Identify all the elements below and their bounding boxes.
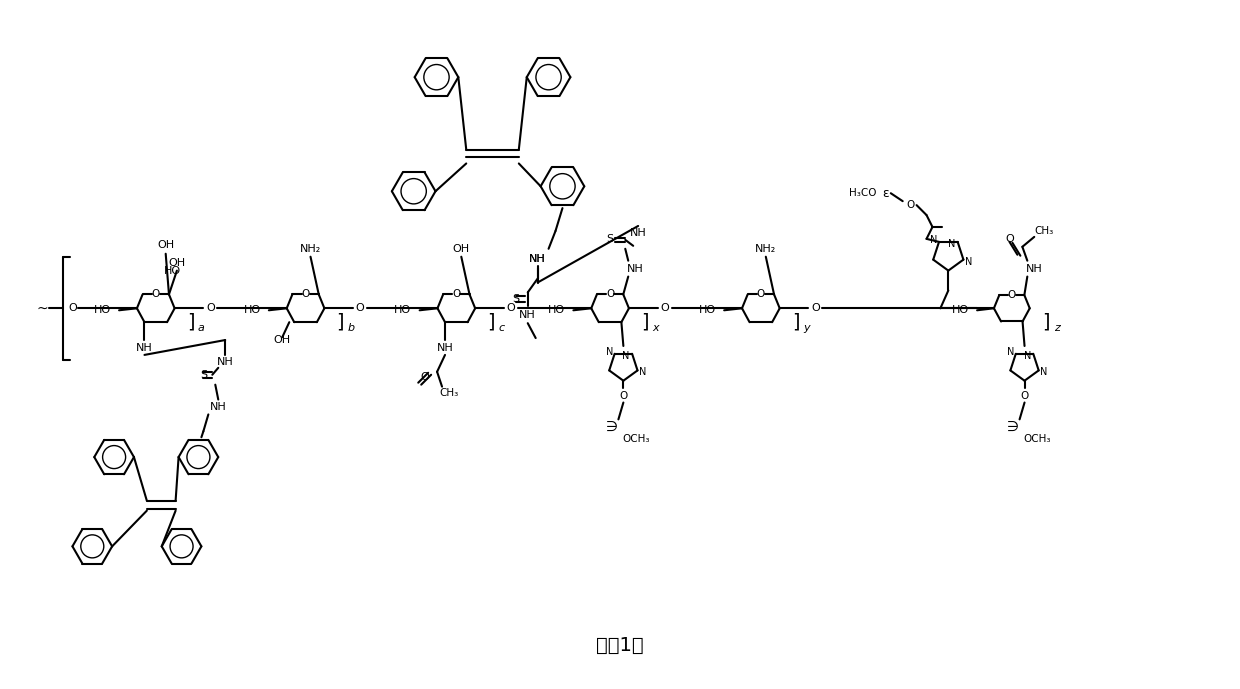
Text: O: O <box>1021 391 1029 400</box>
Text: HO: HO <box>698 305 715 316</box>
Text: OH: OH <box>274 335 291 345</box>
Text: ∋: ∋ <box>605 420 618 434</box>
Text: HO: HO <box>164 265 181 276</box>
Text: ~: ~ <box>37 301 48 316</box>
Text: N: N <box>1040 367 1048 378</box>
Text: N: N <box>965 256 972 267</box>
Text: NH: NH <box>136 343 153 353</box>
Text: N: N <box>930 235 937 245</box>
Text: HO: HO <box>94 305 110 316</box>
Text: OCH₃: OCH₃ <box>1024 434 1052 444</box>
Text: N: N <box>622 351 630 361</box>
Text: ]: ] <box>1042 313 1049 331</box>
Text: OH: OH <box>453 244 470 254</box>
Text: S: S <box>512 294 520 305</box>
Text: N: N <box>639 367 646 378</box>
Text: OCH₃: OCH₃ <box>622 434 650 444</box>
Text: O: O <box>906 200 915 210</box>
Text: OH: OH <box>169 258 186 267</box>
Text: ∋: ∋ <box>1007 420 1019 434</box>
Text: NH: NH <box>529 254 546 264</box>
Text: O: O <box>301 289 310 300</box>
Text: CH₃: CH₃ <box>439 388 459 398</box>
Text: b: b <box>347 323 355 333</box>
Text: N: N <box>606 347 614 357</box>
Text: O: O <box>68 303 77 313</box>
Text: x: x <box>652 323 658 333</box>
Text: ]: ] <box>792 313 800 331</box>
Text: z: z <box>1054 323 1059 333</box>
Text: S: S <box>606 234 614 244</box>
Text: NH₂: NH₂ <box>300 244 321 254</box>
Text: ]: ] <box>336 313 343 331</box>
Text: HO: HO <box>951 305 968 316</box>
Text: NH: NH <box>626 264 644 274</box>
Text: a: a <box>198 323 205 333</box>
Text: O: O <box>453 289 460 300</box>
Text: O: O <box>811 303 820 313</box>
Text: O: O <box>756 289 765 300</box>
Text: HO: HO <box>394 305 412 316</box>
Text: O: O <box>356 303 365 313</box>
Text: O: O <box>619 391 627 400</box>
Text: HO: HO <box>243 305 260 316</box>
Text: OH: OH <box>157 240 175 250</box>
Text: O: O <box>151 289 160 300</box>
Text: 式（1）: 式（1） <box>596 636 644 655</box>
Text: NH: NH <box>217 357 233 367</box>
Text: O: O <box>420 372 429 382</box>
Text: NH: NH <box>210 402 227 413</box>
Text: CH₃: CH₃ <box>1034 226 1054 236</box>
Text: O: O <box>606 289 614 300</box>
Text: HO: HO <box>548 305 565 316</box>
Text: N: N <box>949 239 955 249</box>
Text: NH₂: NH₂ <box>755 244 776 254</box>
Text: NH: NH <box>1025 264 1043 274</box>
Text: N: N <box>1007 347 1014 357</box>
Text: O: O <box>660 303 670 313</box>
Text: N: N <box>1024 351 1030 361</box>
Text: O: O <box>506 303 516 313</box>
Text: H₃CO: H₃CO <box>849 188 877 198</box>
Text: c: c <box>498 323 505 333</box>
Text: NH: NH <box>436 343 454 353</box>
Text: ]: ] <box>487 313 495 331</box>
Text: ]: ] <box>187 313 195 331</box>
Text: ε: ε <box>883 187 889 200</box>
Text: y: y <box>804 323 810 333</box>
Text: O: O <box>1006 234 1014 244</box>
Text: NH: NH <box>520 310 536 320</box>
Text: O: O <box>1008 290 1016 300</box>
Text: S: S <box>200 370 207 380</box>
Text: NH: NH <box>529 254 546 264</box>
Text: ]: ] <box>641 313 649 331</box>
Text: NH: NH <box>630 228 646 238</box>
Text: O: O <box>206 303 215 313</box>
